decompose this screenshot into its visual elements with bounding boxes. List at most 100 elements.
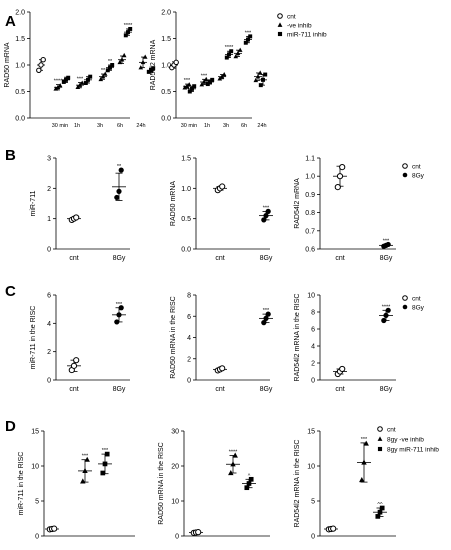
data-group: *** (182, 78, 192, 90)
data-point (257, 70, 263, 75)
data-point (385, 307, 391, 313)
data-point (210, 77, 215, 82)
significance-label: **** (225, 45, 234, 51)
data-group (67, 357, 81, 374)
data-point (142, 54, 148, 59)
y-axis-title: RAD50 mRNA in the RISC (158, 442, 165, 524)
y-tick-label: 1.0 (161, 63, 171, 70)
data-group (258, 72, 268, 88)
x-tick-label: 3h (97, 123, 103, 129)
x-tick-label: 8Gy (113, 255, 126, 262)
panel-label-a: A (5, 13, 16, 30)
data-point (261, 77, 265, 82)
x-tick-label: cnt (335, 386, 344, 393)
data-point (339, 365, 346, 373)
legend-1: cnt -ve inhib miR-711 inhib (277, 13, 327, 39)
legend-marker (377, 426, 383, 432)
legend-label: cnt (287, 14, 296, 21)
significance-label: *** (201, 73, 208, 79)
legend-label: cnt (387, 427, 396, 434)
data-group (67, 214, 81, 223)
data-group (205, 77, 215, 87)
data-point (330, 525, 337, 532)
significance-label: **** (229, 450, 238, 456)
data-point (244, 485, 250, 491)
data-point (195, 529, 202, 536)
data-point (84, 456, 90, 462)
y-tick-label: 2 (47, 186, 51, 193)
significance-label: ** (108, 59, 113, 65)
data-point (385, 241, 391, 248)
legend-marker (402, 304, 408, 310)
x-tick-label: 8Gy (260, 255, 273, 262)
data-point (118, 305, 124, 311)
significance-label: *** (102, 448, 109, 454)
data-point (82, 467, 88, 473)
y-tick-label: 0.6 (305, 247, 315, 254)
y-tick-label: 0.5 (181, 216, 191, 223)
x-tick-label: cnt (215, 255, 224, 262)
data-point (110, 63, 115, 67)
legend-label: -ve inhib (287, 23, 312, 30)
x-tick-label: 8Gy (260, 386, 273, 393)
data-group: ^ (242, 473, 256, 491)
data-point (117, 59, 123, 65)
data-point (114, 194, 120, 201)
data-point (221, 72, 227, 77)
y-tick-label: 10 (31, 464, 39, 471)
data-point (73, 214, 80, 221)
legend-marker (277, 31, 283, 37)
data-group: **** (53, 79, 63, 91)
data-point (102, 461, 108, 467)
data-point (151, 66, 156, 71)
data-group: ^^ (373, 502, 387, 519)
data-point (119, 57, 125, 62)
data-point (105, 68, 110, 73)
data-group (61, 75, 71, 84)
y-tick-label: 6 (47, 293, 51, 300)
data-point (100, 470, 106, 476)
x-tick-label: 24h (257, 123, 266, 129)
y-axis-title: RAD50 mRNA in the RISC (170, 296, 177, 378)
data-group (233, 47, 243, 59)
significance-label: ** (117, 164, 122, 170)
data-point (232, 452, 238, 458)
y-tick-label: 1.5 (181, 156, 191, 163)
data-point (116, 188, 122, 194)
data-point (237, 47, 243, 52)
legend-label: 8Gy (412, 305, 425, 312)
chart-6: 0 2 4 6 miR-711 in the RISC cnt 8Gy *** (30, 293, 130, 393)
y-tick-label: 0.0 (15, 116, 25, 123)
legend-marker (377, 436, 383, 441)
data-group: *** (243, 30, 253, 45)
y-tick-label: 1 (47, 216, 51, 223)
y-axis-title: RAD54l2 mRNA (150, 39, 157, 90)
y-tick-label: 10 (171, 499, 179, 506)
y-tick-label: 1.0 (181, 186, 191, 193)
chart-11: 0 5 10 15 RAD54l2 mRNA in the RISC *** ^^ (294, 429, 396, 541)
x-tick-label: 1h (74, 123, 80, 129)
y-axis-title: RAD54l2 mRNA in the RISC (294, 294, 301, 382)
x-tick-label: 8Gy (113, 386, 126, 393)
x-tick-label: 6h (117, 123, 123, 129)
data-group: ** (98, 68, 108, 82)
data-group (324, 525, 338, 533)
data-point (102, 71, 108, 76)
y-axis-title: miR-711 in the RISC (30, 306, 37, 370)
data-group: **** (225, 45, 234, 60)
y-tick-label: 15 (31, 429, 39, 436)
data-group (189, 529, 203, 536)
data-point (261, 320, 267, 326)
data-point (375, 514, 381, 519)
y-tick-label: 0 (47, 247, 51, 254)
data-point (192, 84, 197, 89)
x-tick-label: 30 min (52, 123, 69, 129)
data-point (243, 40, 248, 45)
data-point (377, 509, 383, 515)
data-point (201, 79, 207, 84)
legend-marker (277, 13, 283, 19)
data-point (265, 208, 271, 214)
data-point (219, 365, 226, 372)
chart-9: 0 5 10 15 miR-711 in the RISC *** *** (18, 429, 135, 541)
